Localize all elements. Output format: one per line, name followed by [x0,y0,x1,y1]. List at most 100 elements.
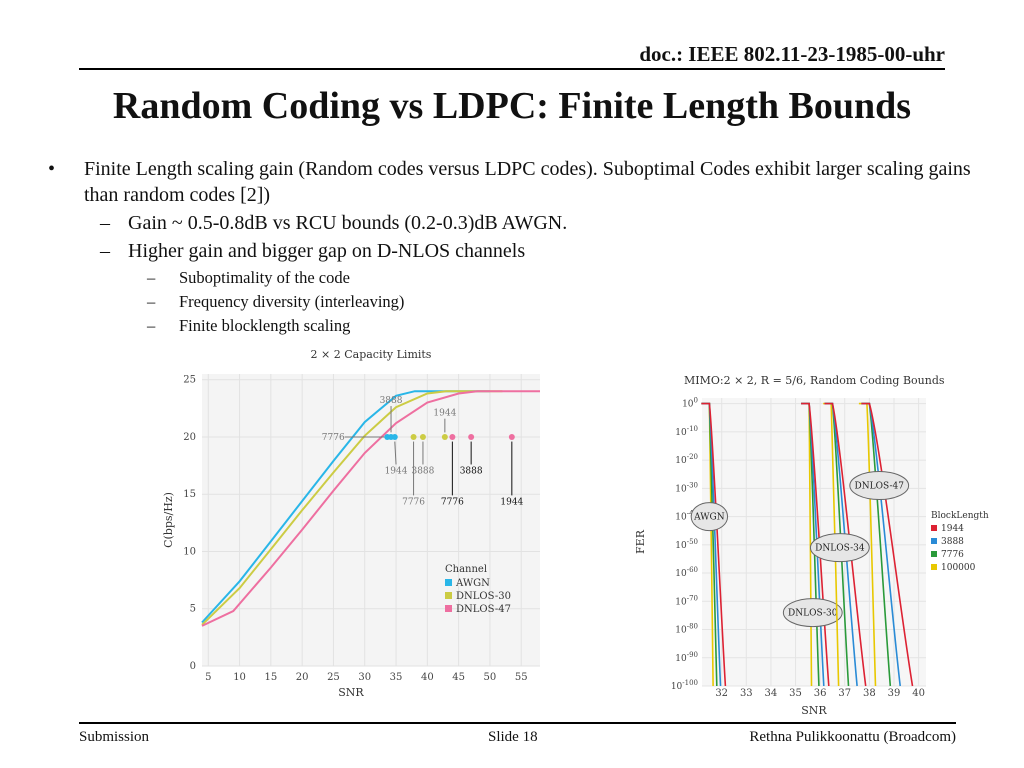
legend-swatch [931,551,937,557]
sub-bullet: – Gain ~ 0.5-0.8dB vs RCU bounds (0.2-0.… [100,212,568,235]
y-tick-label: 25 [183,375,196,386]
data-point [441,433,448,440]
annotation-label: 1944 [500,497,523,507]
legend-label: 100000 [941,563,976,573]
legend-swatch [931,538,937,544]
x-tick-label: 20 [296,672,309,683]
y-axis-label: C(bps/Hz) [162,492,175,548]
sub-bullet: – Higher gain and bigger gap on D-NLOS c… [100,240,525,263]
x-tick-label: 45 [452,672,465,683]
annotation-label: 7776 [322,433,345,443]
chart-title: 2 × 2 Capacity Limits [311,348,432,361]
x-tick-label: 33 [740,688,753,699]
legend-label: 1944 [941,524,964,534]
legend-label: 7776 [941,550,964,560]
y-tick-label: 10-50 [675,538,698,551]
annotation-label: 1944 [385,466,408,476]
annotation-label: 3888 [380,396,403,406]
legend-title: Channel [445,564,487,575]
y-tick-label: 10-70 [675,594,698,607]
legend-swatch [931,564,937,570]
x-tick-label: 15 [264,672,277,683]
header-rule [79,68,945,70]
chart-title: MIMO:2 × 2, R = 5/6, Random Coding Bound… [684,374,945,387]
x-tick-label: 39 [888,688,901,699]
legend-label: 3888 [941,537,964,547]
subsub-bullet: – Finite blocklength scaling [147,316,351,336]
x-tick-label: 55 [515,672,528,683]
subsub-bullet-text: Suboptimality of the code [179,268,350,287]
plot-background [202,374,540,666]
y-tick-label: 10-20 [675,453,698,466]
legend-swatch [445,579,452,586]
legend-swatch [445,605,452,612]
doc-id: doc.: IEEE 802.11-23-1985-00-uhr [639,42,945,66]
footer-slide-number: Slide 18 [488,729,538,745]
data-point [508,433,515,440]
subsub-bullet-marker: – [147,268,156,287]
y-tick-label: 5 [190,604,196,615]
footer-rule [79,722,956,724]
subsub-bullet-marker: – [147,292,156,311]
group-label: DNLOS-30 [788,609,838,619]
x-tick-label: 37 [838,688,851,699]
x-tick-label: 32 [715,688,728,699]
x-tick-label: 40 [912,688,925,699]
x-tick-label: 38 [863,688,876,699]
annotation-label: 3888 [411,466,434,476]
subsub-bullet-marker: – [147,316,156,335]
x-tick-label: 35 [789,688,802,699]
data-point [410,433,417,440]
y-tick-label: 15 [183,489,196,500]
x-tick-label: 30 [358,672,371,683]
data-point [468,433,475,440]
y-tick-label: 10-90 [675,651,698,664]
x-tick-label: 36 [814,688,827,699]
x-tick-label: 10 [233,672,246,683]
y-tick-label: 10-10 [675,425,698,438]
x-tick-label: 34 [765,688,778,699]
annotation-arrow [394,441,397,465]
y-tick-label: 0 [190,661,196,672]
data-point [449,433,456,440]
group-label-ellipse [849,471,910,501]
x-tick-label: 5 [205,672,211,683]
fer-curve [858,402,877,687]
footer-left: Submission [79,729,150,745]
annotation-label: 1944 [433,409,456,419]
series-line-dnlos-47 [201,390,540,627]
legend-label: AWGN [455,578,490,589]
bullet-main: • Finite Length scaling gain (Random cod… [48,156,984,208]
bullet-marker: • [48,158,56,180]
legend-title: BlockLength [931,511,989,521]
subsub-bullet-text: Frequency diversity (interleaving) [179,292,405,311]
y-tick-label: 10 [183,546,196,557]
x-axis-label: SNR [801,704,827,717]
subsub-bullet-text: Finite blocklength scaling [179,316,351,335]
sub-bullet-text: Gain ~ 0.5-0.8dB vs RCU bounds (0.2-0.3)… [128,212,568,234]
bullet-text: Finite Length scaling gain (Random codes… [84,158,971,206]
annotation-label: 3888 [460,466,483,476]
y-tick-label: 10-30 [675,481,698,494]
y-axis-label: FER [634,529,647,554]
fer-curve [824,402,867,687]
x-axis-label: SNR [338,686,364,699]
legend-swatch [445,592,452,599]
series-line-dnlos-30 [201,390,503,626]
subsub-bullet: – Frequency diversity (interleaving) [147,292,405,312]
fer-chart: 32333435363738394010010-1010-2010-3010-4… [634,368,992,720]
data-point [419,433,426,440]
footer-author: Rethna Pulikkoonattu (Broadcom) [749,729,956,745]
annotation-label: 7776 [402,497,425,507]
y-tick-label: 10-100 [671,679,698,692]
slide-title: Random Coding vs LDPC: Finite Length Bou… [112,85,912,127]
group-label: DNLOS-47 [855,482,905,492]
group-label-ellipse [690,502,729,532]
x-tick-label: 35 [390,672,403,683]
annotation-label: 7776 [441,497,464,507]
fer-curve [823,402,840,687]
x-tick-label: 50 [484,672,497,683]
y-tick-label: 20 [183,432,196,443]
fer-curve [861,402,914,687]
